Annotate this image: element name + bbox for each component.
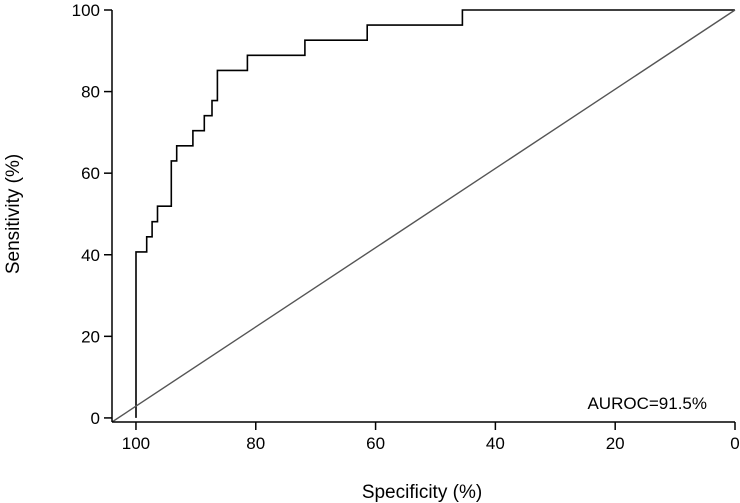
reference-diagonal-line	[111, 9, 736, 423]
x-tick-label: 60	[366, 434, 385, 453]
y-tick-label: 80	[81, 83, 100, 102]
x-tick-label: 100	[122, 434, 150, 453]
y-axis-title: Sensitivity (%)	[3, 154, 24, 274]
x-tick-label: 20	[606, 434, 625, 453]
x-tick-label: 80	[246, 434, 265, 453]
roc-curve	[135, 9, 735, 418]
y-tick-label: 100	[72, 1, 100, 20]
x-tick-label: 0	[730, 434, 739, 453]
auroc-annotation: AUROC=91.5%	[587, 394, 707, 413]
x-tick-label: 40	[486, 434, 505, 453]
y-tick-label: 0	[91, 409, 100, 428]
y-tick-label: 40	[81, 246, 100, 265]
y-tick-label: 20	[81, 327, 100, 346]
x-axis-title: Specificity (%)	[362, 482, 482, 503]
plot-area	[111, 9, 736, 423]
axes: 100 80 60 40 20 0 0 20 40 60 80 100	[72, 1, 740, 453]
y-tick-label: 60	[81, 164, 100, 183]
